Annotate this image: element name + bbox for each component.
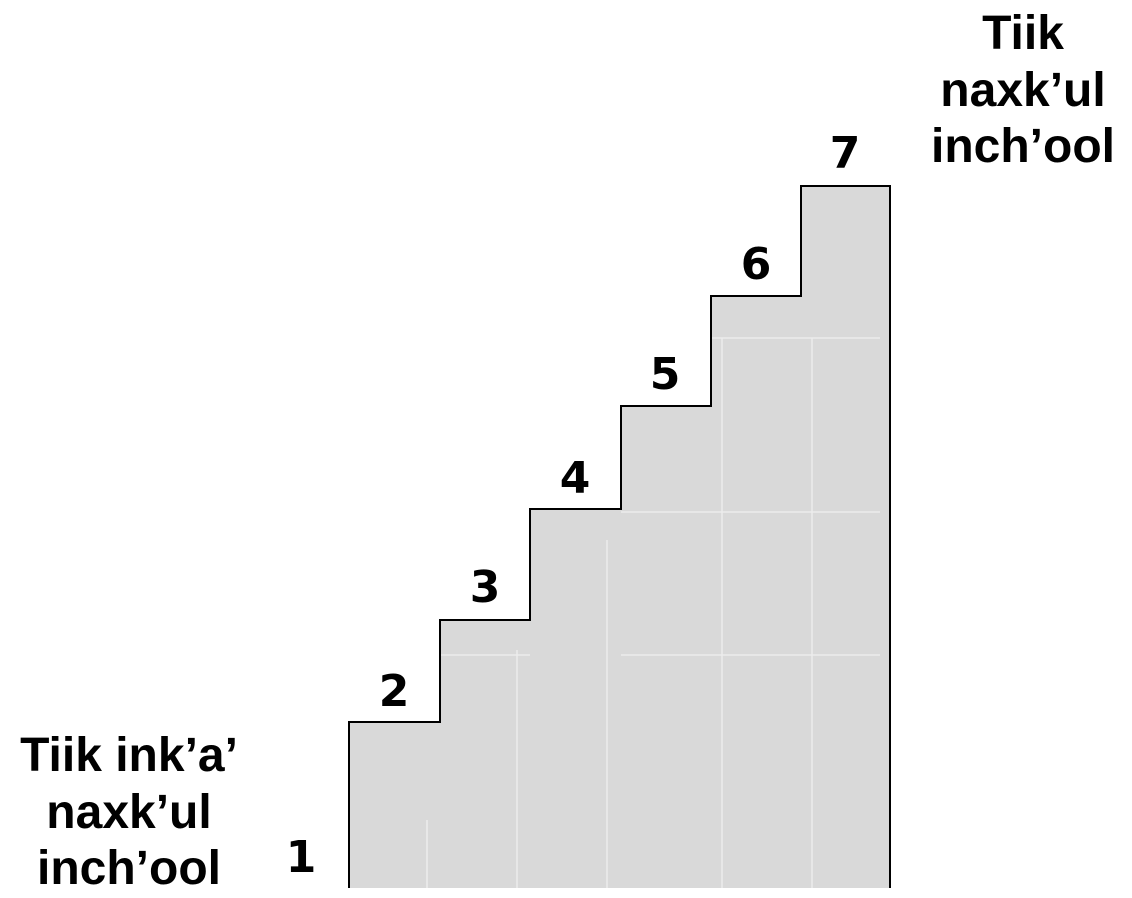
end-label-line-1: Tiik: [982, 7, 1064, 60]
step-number-2: 2: [378, 666, 410, 717]
step-number-5: 5: [649, 349, 681, 400]
staircase-outline: [348, 185, 891, 888]
staircase-faint-gridlines: [426, 337, 880, 888]
end-label-line-3: inch’ool: [931, 120, 1115, 174]
end-label-line-2: naxk’ul: [940, 63, 1106, 117]
start-label-line-1: Tiik ink’a’: [20, 729, 238, 782]
step-number-6: 6: [740, 239, 772, 290]
step-number-7: 7: [829, 128, 861, 179]
staircase-fill: [349, 186, 890, 888]
step-number-1: 1: [285, 832, 317, 883]
step-number-3: 3: [469, 562, 501, 613]
start-label-line-2: naxk’ul: [46, 785, 212, 839]
end-label: Tiik naxk’ul inch’ool: [914, 6, 1132, 176]
start-label-line-3: inch’ool: [37, 842, 221, 896]
step-number-4: 4: [559, 453, 591, 504]
start-label: Tiik ink’a’ naxk’ul inch’ool: [4, 728, 254, 898]
